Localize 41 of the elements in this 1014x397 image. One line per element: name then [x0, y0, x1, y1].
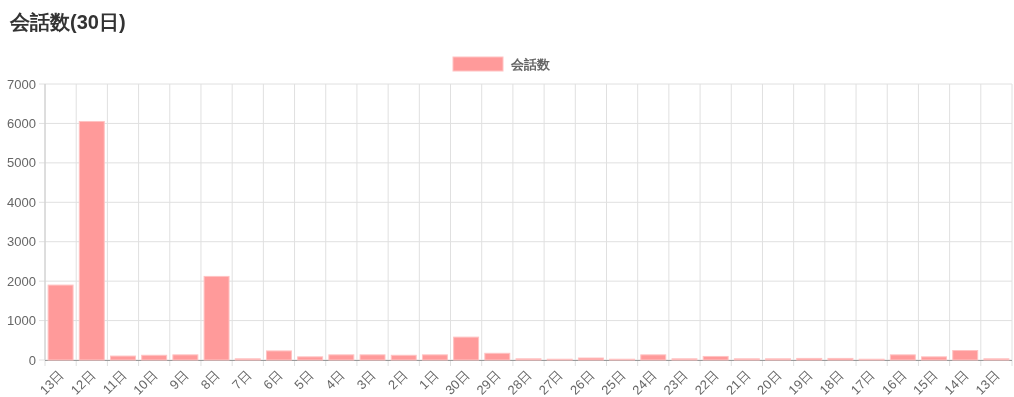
x-tick-label: 17日 — [847, 367, 878, 397]
chart-title: 会話数(30日) — [9, 11, 126, 33]
x-tick-label: 27日 — [535, 367, 566, 397]
y-tick-label: 0 — [28, 352, 36, 368]
legend-label: 会話数 — [510, 57, 551, 72]
x-tick-label: 11日 — [99, 367, 130, 397]
x-tick-label: 8日 — [197, 367, 223, 393]
x-tick-label: 1日 — [416, 367, 442, 393]
y-tick-label: 6000 — [7, 115, 36, 131]
x-tick-label: 6日 — [260, 367, 286, 393]
x-tick-label: 28日 — [504, 367, 535, 397]
x-tick-label: 24日 — [629, 367, 660, 397]
y-tick-label: 4000 — [7, 194, 36, 210]
x-tick-label: 12日 — [67, 367, 98, 397]
x-tick-label: 2日 — [384, 367, 410, 393]
x-tick-label: 29日 — [473, 367, 504, 397]
x-tick-label: 16日 — [878, 367, 909, 397]
y-tick-label: 1000 — [7, 313, 36, 329]
x-tick-label: 7日 — [228, 367, 254, 393]
x-tick-label: 3日 — [353, 367, 379, 393]
x-tick-label: 4日 — [322, 367, 348, 393]
x-tick-label: 9日 — [166, 367, 192, 393]
y-tick-label: 2000 — [7, 273, 36, 289]
x-tick-label: 13日 — [36, 367, 67, 397]
x-tick-label: 15日 — [910, 367, 941, 397]
x-tick-label: 30日 — [442, 367, 473, 397]
x-tick-label: 14日 — [941, 367, 972, 397]
x-tick-label: 21日 — [722, 367, 753, 397]
y-tick-label: 5000 — [7, 155, 36, 171]
x-tick-label: 20日 — [754, 367, 785, 397]
x-tick-label: 19日 — [785, 367, 816, 397]
y-tick-label: 7000 — [7, 76, 36, 92]
x-tick-label: 18日 — [816, 367, 847, 397]
x-tick-label: 13日 — [972, 367, 1003, 397]
x-tick-label: 5日 — [291, 367, 317, 393]
x-tick-label: 25日 — [598, 367, 629, 397]
x-tick-label: 10日 — [130, 367, 161, 397]
x-tick-label: 23日 — [660, 367, 691, 397]
y-tick-label: 3000 — [7, 234, 36, 250]
x-tick-label: 26日 — [566, 367, 598, 397]
x-tick-label: 22日 — [691, 367, 722, 397]
